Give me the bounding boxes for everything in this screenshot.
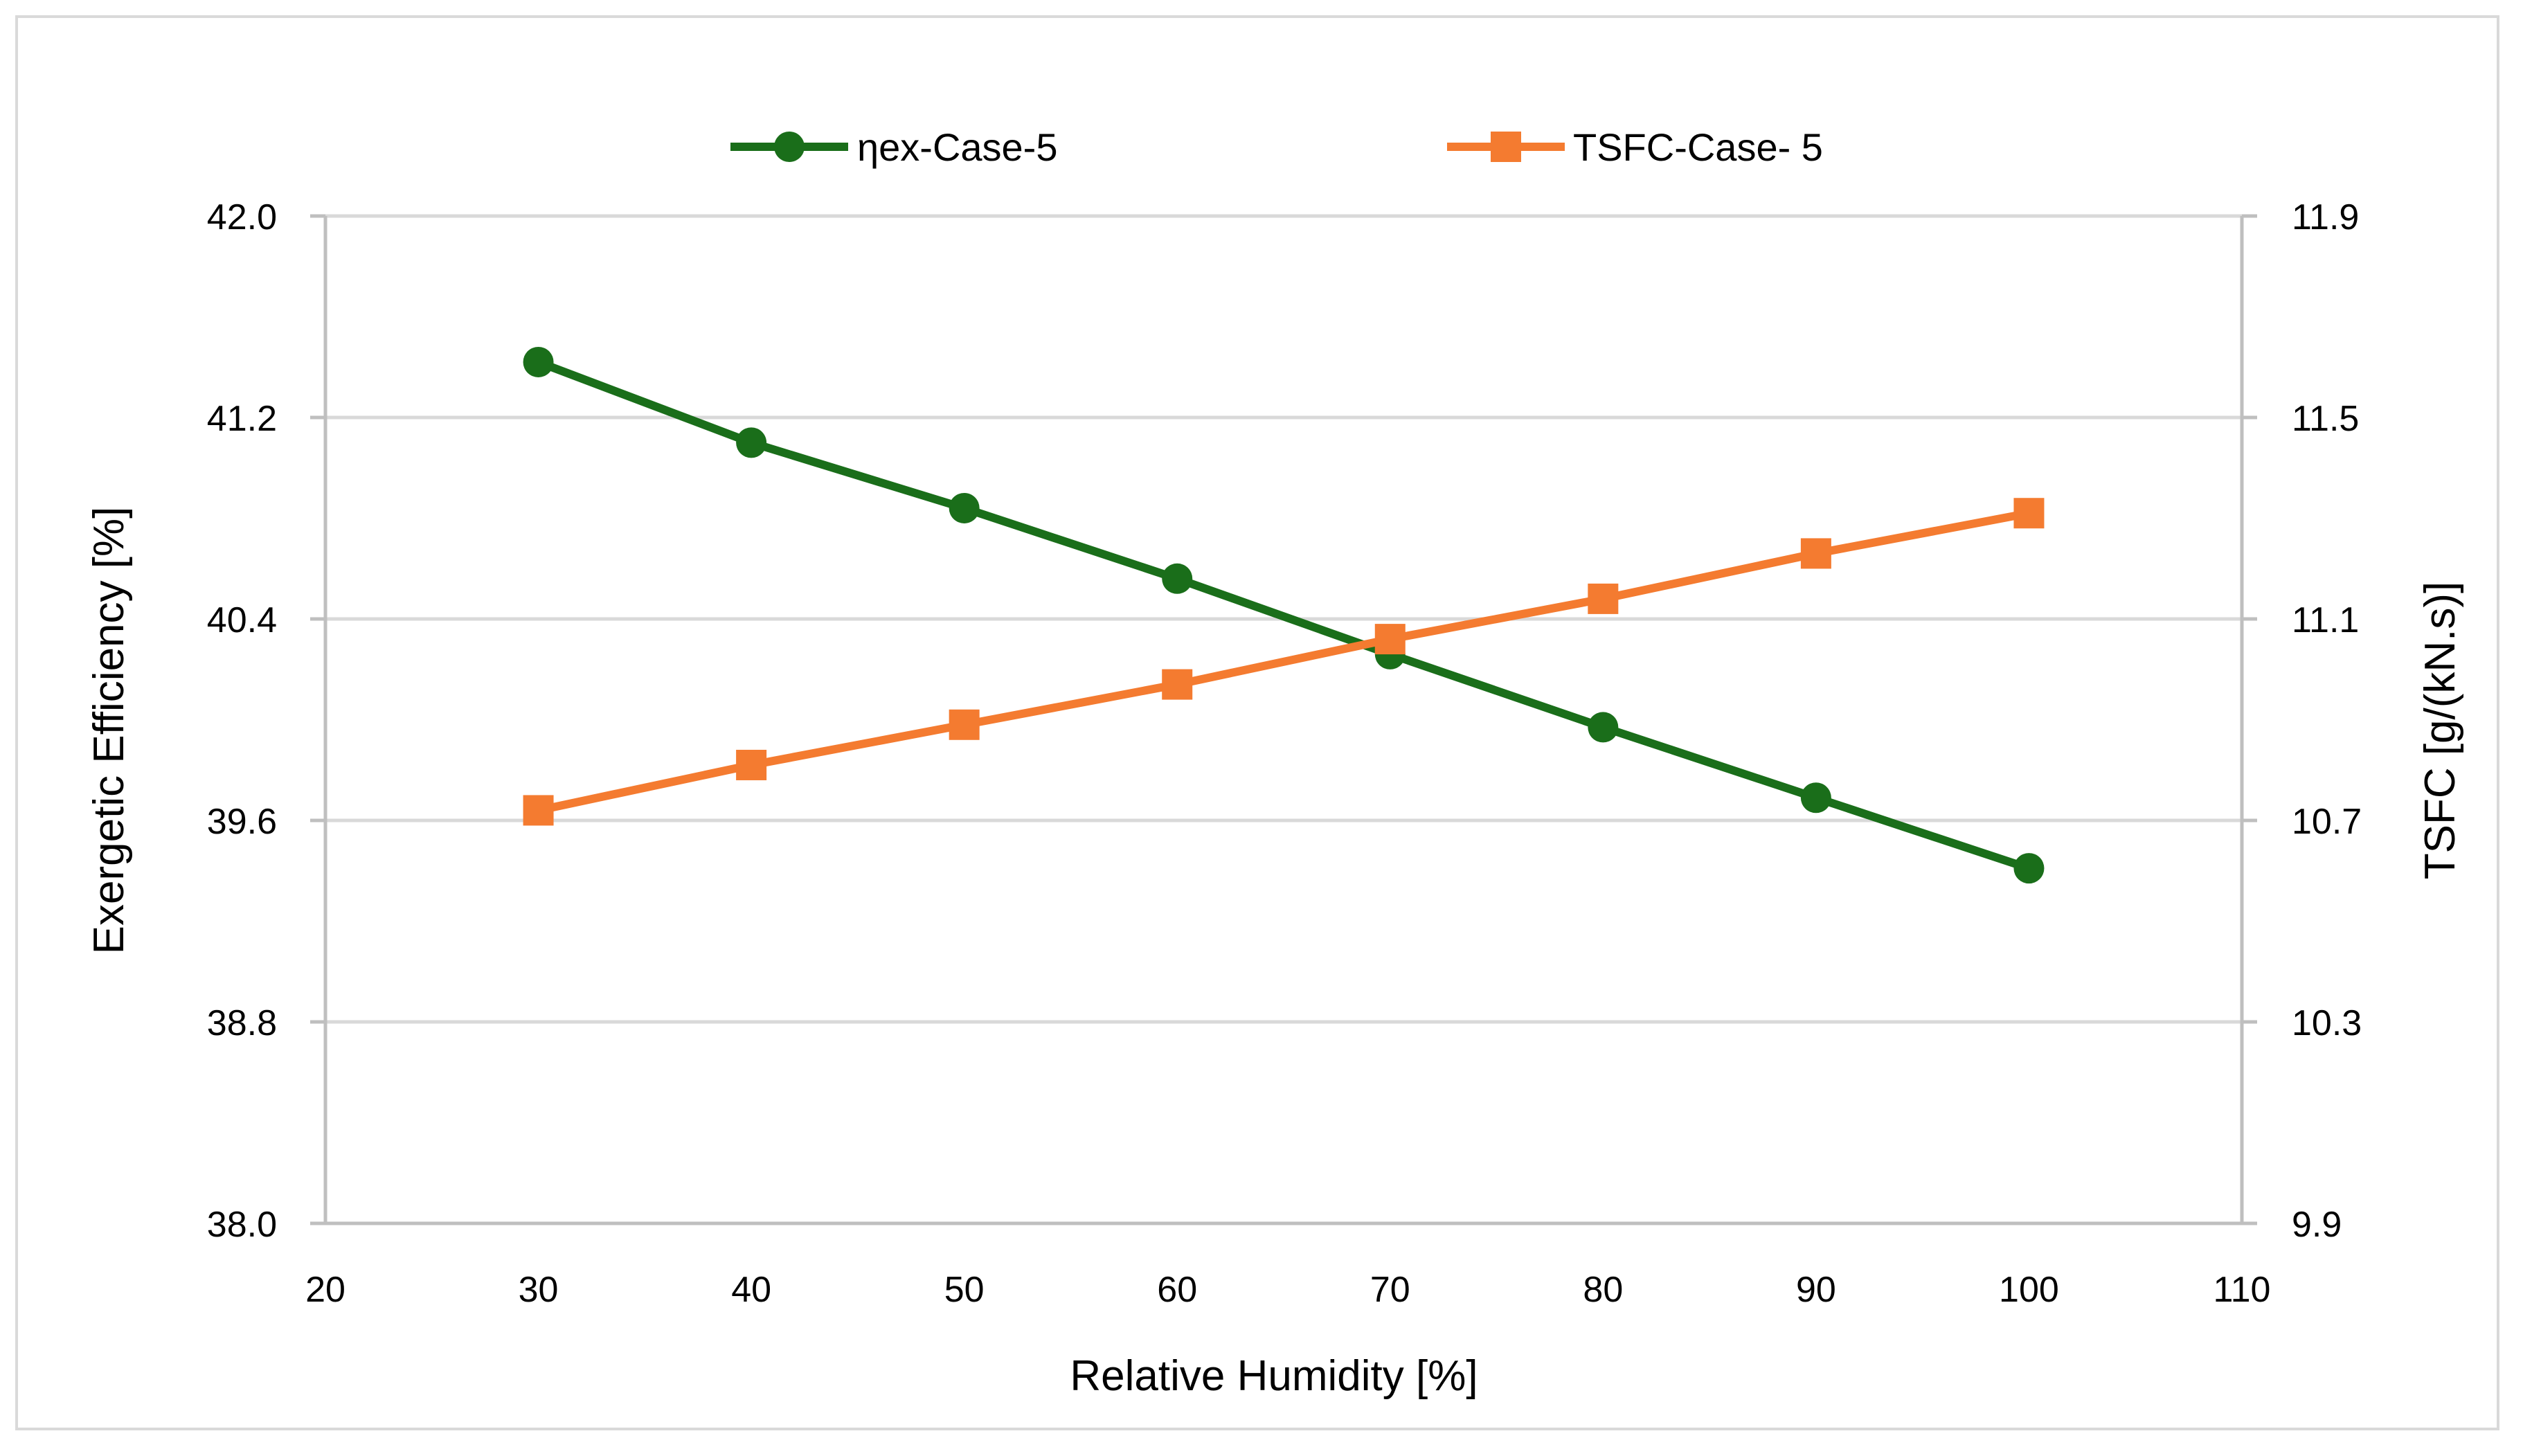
legend-eta-marker [774,132,805,162]
x-tick-label: 80 [1583,1270,1623,1310]
y-axis-title: Exergetic Efficiency [%] [85,507,133,955]
data-point-tsfc [1800,538,1831,569]
y-tick-label: 38.0 [207,1205,277,1245]
gridlines [325,214,2242,1024]
y2-axis-title: TSFC [g/(kN.s)] [2416,582,2464,880]
x-tick-label: 100 [1999,1270,2059,1310]
chart-frame [15,15,2499,1430]
y-tick-label: 38.8 [207,1003,277,1043]
legend-item-eta: ηex-Case-5 [730,125,1057,169]
y2-tick-label: 11.1 [2292,600,2359,640]
data-point-tsfc [523,795,554,826]
y2-tick-label: 10.3 [2292,1003,2362,1043]
x-tick-label: 70 [1370,1270,1410,1310]
data-point-tsfc [1374,624,1406,655]
data-point-eta [1162,563,1193,594]
legend-item-tsfc: TSFC-Case- 5 [1447,125,1823,169]
legend-tsfc-label: TSFC-Case- 5 [1573,125,1823,169]
x-tick-label: 40 [731,1270,771,1310]
y-tick-label: 39.6 [207,802,277,842]
x-axis-title: Relative Humidity [%] [1070,1352,1478,1400]
x-tick-label: 60 [1157,1270,1197,1310]
data-point-eta [2013,853,2045,884]
data-point-eta [736,427,767,458]
x-tick-label: 20 [305,1270,345,1310]
legend: ηex-Case-5 TSFC-Case- 5 [730,125,1823,169]
data-point-tsfc [1588,583,1619,614]
data-point-tsfc [1162,669,1193,700]
legend-tsfc-marker [1491,132,1521,162]
data-point-eta [1588,712,1619,743]
axes [310,214,2257,1225]
legend-eta-label: ηex-Case-5 [857,125,1057,169]
series-line-tsfc [537,509,2030,815]
tick-labels: 42.0 41.2 40.4 39.6 38.8 38.0 11.9 11.5 11.1 10.7… [207,197,2362,1310]
data-point-eta [1800,782,1831,814]
data-point-tsfc [736,749,767,780]
y2-tick-label: 9.9 [2292,1205,2342,1245]
y2-tick-label: 11.9 [2292,197,2359,237]
x-tick-label: 90 [1796,1270,1836,1310]
y-tick-label: 41.2 [207,399,277,439]
x-tick-label: 30 [519,1270,559,1310]
x-tick-label: 110 [2214,1270,2271,1310]
y-tick-label: 42.0 [207,197,277,237]
data-point-eta [523,346,554,377]
series [523,346,2045,884]
y-tick-label: 40.4 [207,600,277,640]
data-point-tsfc [2013,498,2045,529]
data-point-eta [949,492,980,523]
y2-tick-label: 11.5 [2292,399,2359,439]
x-tick-label: 50 [944,1270,985,1310]
y2-tick-label: 10.7 [2292,802,2362,842]
series-line-eta [537,358,2031,872]
data-point-tsfc [949,709,980,740]
